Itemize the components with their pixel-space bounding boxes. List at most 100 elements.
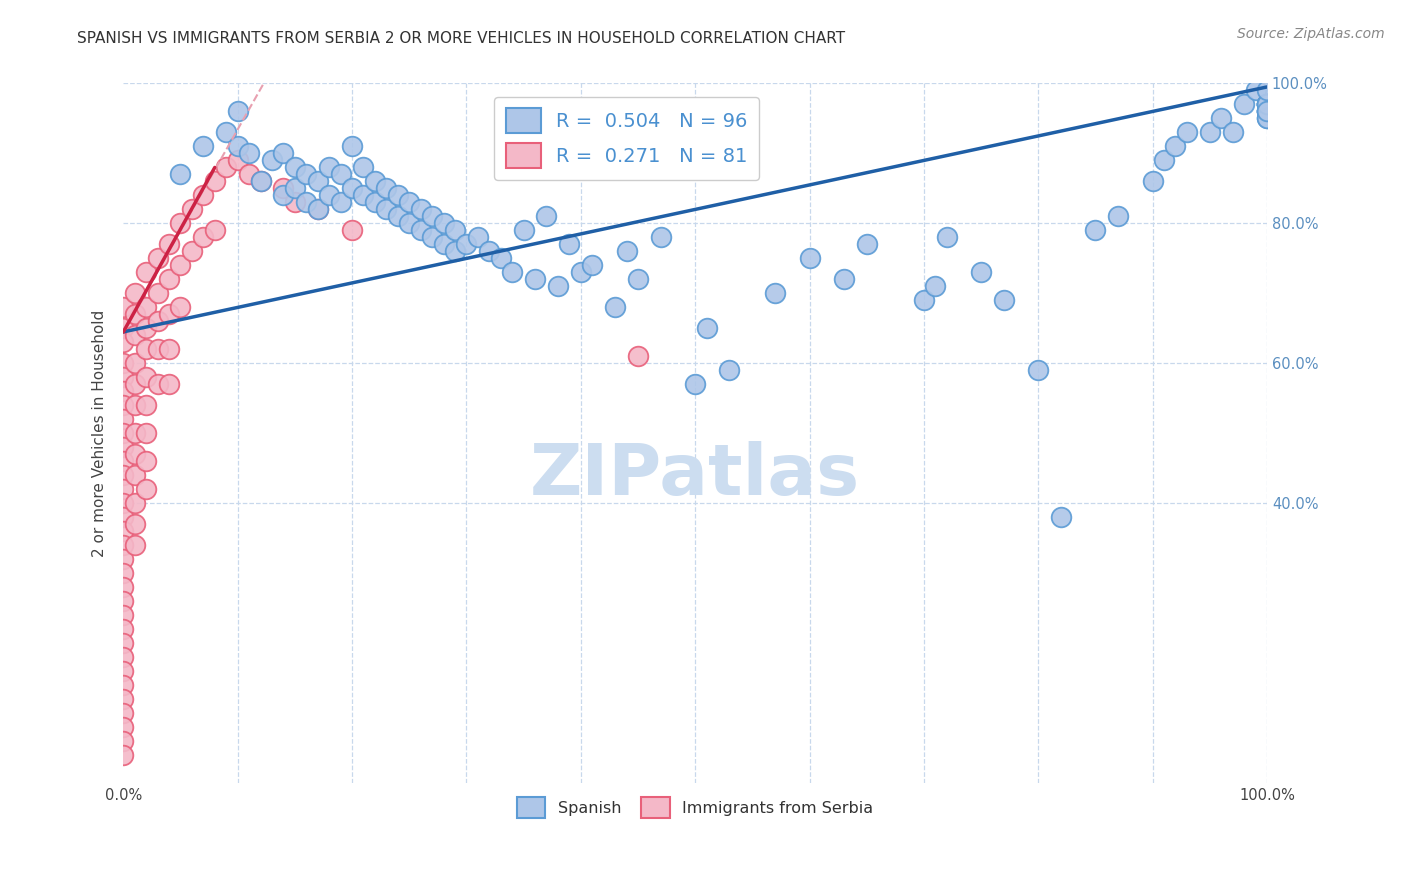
Point <box>146 286 169 301</box>
Point <box>993 293 1015 308</box>
Point <box>924 279 946 293</box>
Point <box>1026 363 1049 377</box>
Point <box>112 692 135 706</box>
Point <box>353 188 375 202</box>
Point <box>135 483 157 497</box>
Point <box>1244 83 1267 97</box>
Point <box>524 272 547 286</box>
Point <box>340 139 363 153</box>
Point <box>364 174 387 188</box>
Point <box>295 168 318 182</box>
Point <box>307 202 329 217</box>
Point <box>146 314 169 328</box>
Point <box>112 552 135 566</box>
Point <box>307 174 329 188</box>
Point <box>124 447 146 461</box>
Point <box>112 468 135 483</box>
Point <box>112 335 135 350</box>
Point <box>112 748 135 763</box>
Point <box>799 252 821 266</box>
Point <box>112 665 135 679</box>
Point <box>387 188 409 202</box>
Point <box>318 188 340 202</box>
Point <box>1256 112 1278 126</box>
Point <box>1256 104 1278 119</box>
Point <box>1256 97 1278 112</box>
Point <box>112 510 135 524</box>
Point <box>547 279 569 293</box>
Point <box>249 174 271 188</box>
Point <box>157 307 180 321</box>
Point <box>536 210 558 224</box>
Point <box>318 161 340 175</box>
Point <box>650 230 672 244</box>
Point <box>135 426 157 441</box>
Point <box>146 343 169 357</box>
Point <box>124 517 146 532</box>
Point <box>1198 125 1220 139</box>
Point <box>273 146 295 161</box>
Point <box>1084 223 1107 237</box>
Point <box>112 650 135 665</box>
Point <box>340 223 363 237</box>
Point <box>181 202 204 217</box>
Point <box>1153 153 1175 168</box>
Point <box>398 216 420 230</box>
Point <box>935 230 957 244</box>
Point <box>112 524 135 539</box>
Point <box>763 286 786 301</box>
Point <box>112 412 135 426</box>
Point <box>112 581 135 595</box>
Point <box>603 301 626 315</box>
Point <box>1256 97 1278 112</box>
Point <box>627 350 650 364</box>
Point <box>353 161 375 175</box>
Point <box>112 566 135 581</box>
Point <box>456 237 478 252</box>
Point <box>855 237 877 252</box>
Point <box>135 265 157 279</box>
Point <box>478 244 501 259</box>
Point <box>112 678 135 692</box>
Text: SPANISH VS IMMIGRANTS FROM SERBIA 2 OR MORE VEHICLES IN HOUSEHOLD CORRELATION CH: SPANISH VS IMMIGRANTS FROM SERBIA 2 OR M… <box>77 31 845 46</box>
Point <box>1256 104 1278 119</box>
Point <box>1256 97 1278 112</box>
Point <box>432 237 454 252</box>
Point <box>112 636 135 650</box>
Point <box>683 377 706 392</box>
Point <box>112 623 135 637</box>
Point <box>627 272 650 286</box>
Point <box>1233 97 1256 112</box>
Point <box>226 104 249 119</box>
Point <box>124 286 146 301</box>
Point <box>112 301 135 315</box>
Point <box>112 538 135 552</box>
Point <box>1256 112 1278 126</box>
Point <box>398 195 420 210</box>
Point <box>1107 210 1129 224</box>
Point <box>112 496 135 510</box>
Point <box>135 343 157 357</box>
Point <box>1164 139 1187 153</box>
Point <box>1256 97 1278 112</box>
Point <box>284 161 307 175</box>
Point <box>295 195 318 210</box>
Point <box>112 483 135 497</box>
Point <box>112 399 135 413</box>
Point <box>409 202 432 217</box>
Point <box>1256 97 1278 112</box>
Point <box>387 210 409 224</box>
Point <box>112 356 135 370</box>
Point <box>112 454 135 468</box>
Point <box>112 370 135 384</box>
Point <box>1142 174 1164 188</box>
Point <box>501 265 523 279</box>
Point <box>157 272 180 286</box>
Point <box>112 706 135 721</box>
Point <box>135 321 157 335</box>
Point <box>157 377 180 392</box>
Point <box>912 293 935 308</box>
Point <box>193 230 215 244</box>
Point <box>124 328 146 343</box>
Point <box>112 384 135 399</box>
